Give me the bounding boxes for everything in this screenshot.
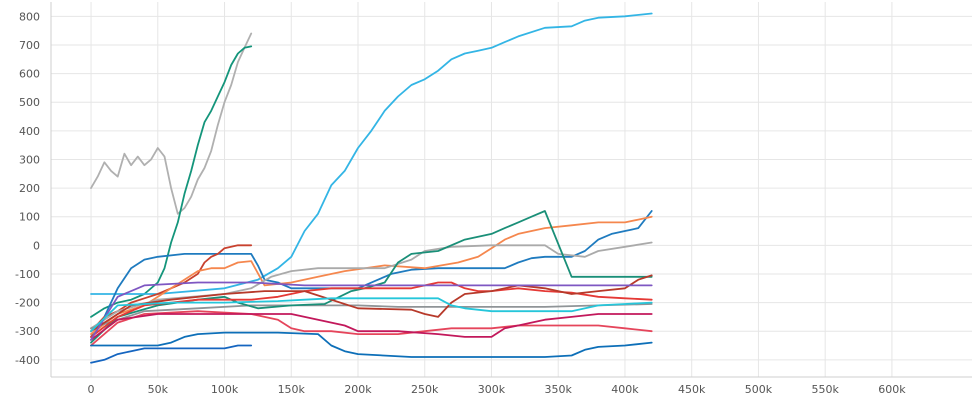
y-tick-label: 100 [19,211,40,224]
y-tick-label: 300 [19,153,40,166]
x-tick-label: 450k [678,383,706,396]
x-tick-label: 0 [88,383,95,396]
series-line-8 [90,303,653,330]
series-line-14 [90,281,653,338]
y-tick-label: 0 [33,239,40,252]
axes: -400 -300 -200 -100 0 100 200 300 400 500 600 700 80… [15,2,972,396]
x-tick-label: 300k [478,383,506,396]
x-tick-label: 500k [745,383,773,396]
series-line-3 [90,12,653,295]
y-tick-label: 600 [19,68,40,81]
x-tick-label: 50k [148,383,169,396]
y-tick-label: -300 [15,325,40,338]
series-line-11 [90,313,653,341]
series-line-16 [90,281,653,341]
series-line-15 [90,274,653,333]
x-tick-label: 100k [211,383,239,396]
series-line-2 [90,45,253,318]
y-tick-label: -400 [15,354,40,367]
y-tick-label: 400 [19,125,40,138]
x-tick-label: 350k [545,383,573,396]
y-tick-label: -200 [15,297,40,310]
x-tick-label: 150k [278,383,306,396]
x-tick-label: 550k [811,383,839,396]
gridlines [51,2,972,377]
series-line-9 [90,210,653,344]
series-line-7 [90,241,653,330]
y-tick-label: -100 [15,268,40,281]
y-tick-label: 200 [19,182,40,195]
series-group [90,12,653,364]
x-tick-label: 200k [344,383,372,396]
series-line-10 [90,310,653,347]
series-line-12 [90,344,253,364]
series-line-13 [90,331,653,358]
y-tick-label: 700 [19,39,40,52]
y-tick-label: 500 [19,96,40,109]
x-tick-label: 250k [411,383,439,396]
series-line-1 [90,32,253,215]
x-tick-label: 600k [878,383,906,396]
x-tick-label: 400k [611,383,639,396]
series-line-4 [90,210,653,338]
series-line-17 [90,297,653,333]
y-tick-label: 800 [19,10,40,23]
